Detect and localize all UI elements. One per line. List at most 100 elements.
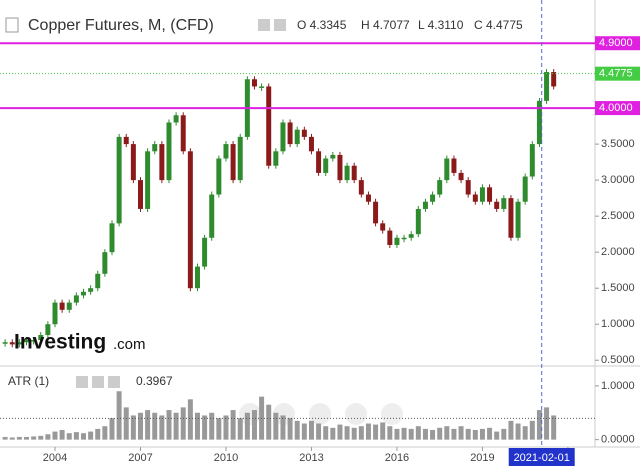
atr-bar (187, 399, 193, 440)
level-label-box (595, 101, 640, 116)
candle-body (88, 288, 94, 292)
collapse-icon[interactable] (5, 17, 19, 33)
eye-icon[interactable] (258, 19, 270, 31)
atr-bar (45, 434, 51, 440)
candle-body (223, 144, 229, 159)
level-label: 4.9000 (599, 37, 633, 49)
atr-bar (38, 435, 44, 440)
atr-bar (508, 420, 514, 440)
atr-bar (358, 426, 364, 440)
atr-bar (323, 426, 329, 440)
zoom-out[interactable] (381, 403, 403, 425)
candle-body (323, 158, 329, 173)
atr-bar (102, 426, 108, 440)
atr-bar (465, 428, 471, 440)
candle-body (2, 342, 8, 344)
candle-body (501, 198, 507, 209)
atr-bar (116, 391, 122, 440)
level-label: 4.0000 (599, 102, 633, 114)
atr-bar (88, 431, 94, 440)
candle-body (373, 201, 379, 224)
atr-bar (273, 412, 279, 440)
atr-bar (401, 427, 407, 440)
candle-body (273, 151, 279, 166)
candle-body (31, 340, 37, 342)
candle-body (479, 187, 485, 202)
zoom-in[interactable] (345, 403, 367, 425)
atr-bar (223, 415, 229, 440)
y-tick-label: 1.5000 (601, 282, 635, 294)
candle-body (351, 165, 357, 181)
x-tick-label: 2013 (299, 452, 323, 464)
candle-body (102, 252, 108, 274)
x-tick-label: 2016 (385, 452, 409, 464)
atr-bar (487, 427, 493, 440)
atr-bar (16, 436, 22, 440)
candle-body (52, 302, 58, 325)
reset[interactable] (309, 403, 331, 425)
candle-body (237, 136, 243, 181)
candle-body (465, 180, 471, 195)
candle-body (551, 72, 557, 87)
atr-bar (251, 410, 257, 440)
candle-body (472, 194, 478, 202)
atr-bar (280, 415, 286, 440)
last-price-label: 4.4775 (599, 68, 633, 80)
candle-body (9, 342, 15, 345)
close-icon[interactable] (108, 376, 120, 388)
candle-body (116, 136, 122, 224)
candle-body (301, 129, 307, 137)
atr-bar (159, 415, 165, 440)
settings-icon[interactable] (274, 19, 286, 31)
logo-main: Investing (14, 331, 106, 354)
candle-body (209, 194, 215, 238)
candle-body (387, 230, 393, 245)
candle-body (230, 144, 236, 181)
candle-body (130, 144, 136, 181)
candle-body (515, 201, 521, 238)
atr-bar (109, 418, 115, 440)
atr-bar (479, 428, 485, 440)
settings-icon[interactable] (92, 376, 104, 388)
atr-bar (515, 423, 521, 440)
candle-body (81, 291, 86, 296)
atr-bar (301, 423, 307, 440)
atr-bar (344, 426, 350, 440)
candle-body (259, 86, 265, 88)
candle-body (24, 340, 29, 343)
candle-body (251, 79, 257, 87)
candle-body (437, 180, 443, 195)
atr-bar (123, 407, 129, 440)
candle-body (287, 122, 293, 145)
candle-body (187, 151, 193, 289)
eye-icon[interactable] (76, 376, 88, 388)
ohlc-high: H 4.7077 (361, 18, 410, 32)
atr-bar (2, 436, 8, 440)
candle-body (59, 302, 65, 310)
atr-bar (544, 407, 550, 440)
candle-body (487, 187, 493, 202)
atr-bar (237, 418, 243, 440)
candle-body (458, 172, 464, 181)
atr-bar (137, 412, 143, 440)
candle-body (194, 266, 200, 289)
candle-body (109, 223, 115, 253)
atr-bar (316, 423, 322, 440)
x-tick-label: 2019 (470, 452, 494, 464)
candle-body (123, 136, 129, 145)
atr-bar (180, 407, 186, 440)
atr-bar (166, 410, 172, 440)
atr-bar (380, 422, 386, 440)
candle-body (316, 151, 322, 173)
atr-bar (308, 420, 314, 440)
atr-bar (365, 423, 371, 440)
atr-y-tick-label: 0.0000 (601, 434, 635, 446)
atr-bar (472, 429, 478, 440)
candle-body (422, 201, 428, 209)
y-tick-label: 1.0000 (601, 318, 635, 330)
atr-bar (152, 412, 158, 440)
y-tick-label: 2.5000 (601, 210, 635, 222)
atr-bar (522, 426, 528, 440)
candle-body (137, 180, 143, 209)
ohlc-open: O 4.3345 (297, 18, 347, 32)
